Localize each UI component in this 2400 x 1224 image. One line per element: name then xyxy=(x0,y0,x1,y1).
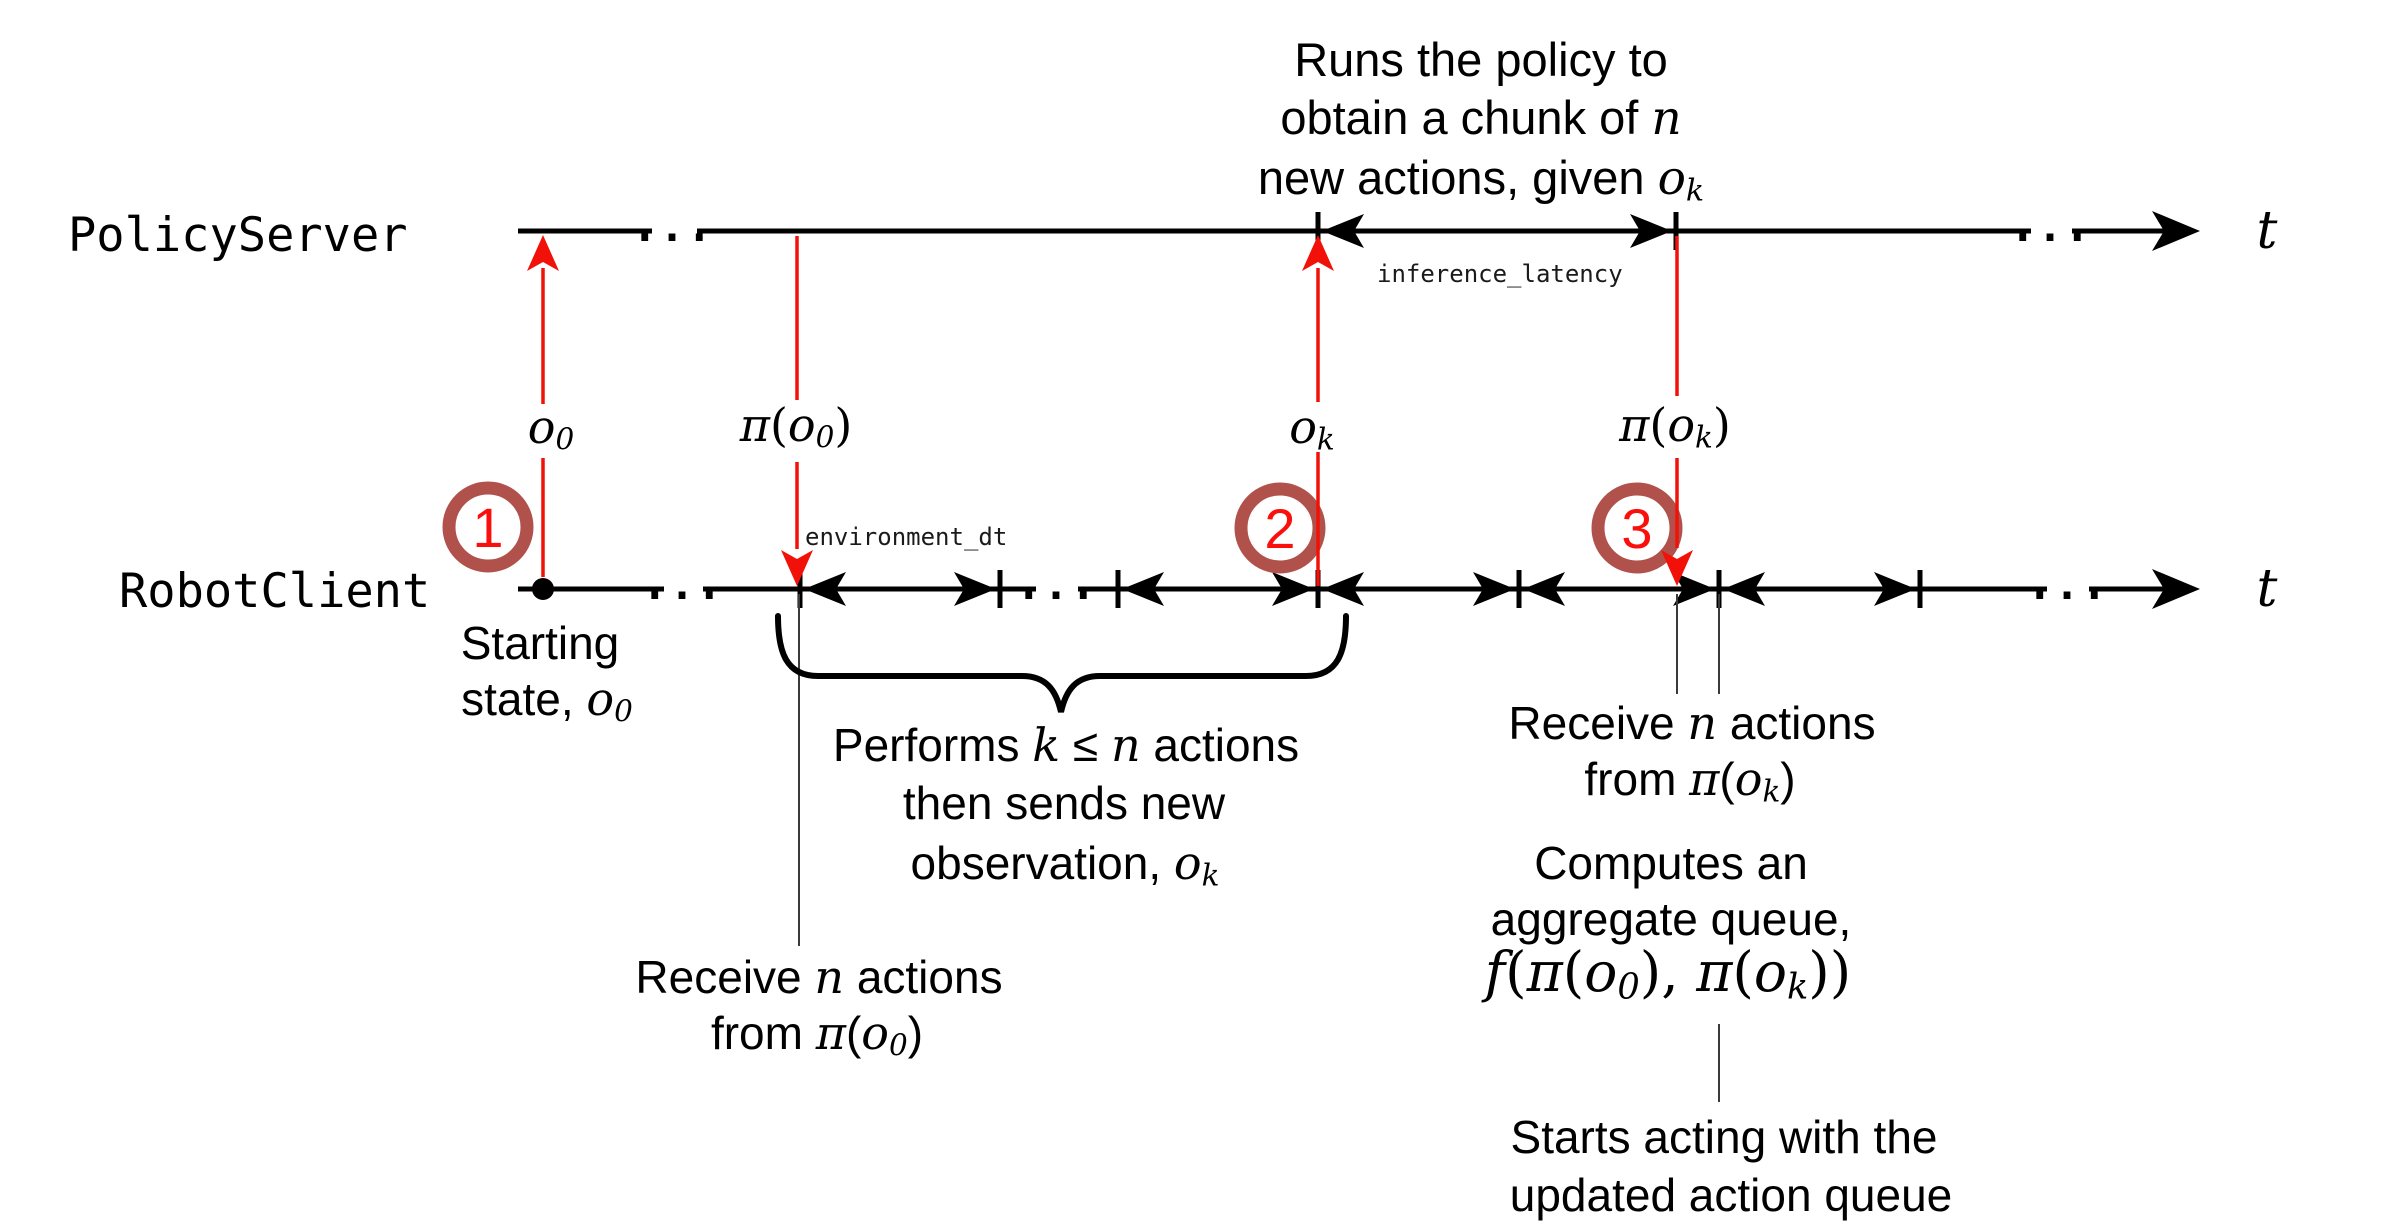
aggregate-formula: f(π(o0), π(ok)) xyxy=(1484,940,1852,1008)
actions-brace xyxy=(775,613,1349,713)
ellipsis-server-right: ... xyxy=(2010,202,2092,251)
starting-state-note-line-1: Starting xyxy=(460,617,620,669)
dt-arrowhead-icon xyxy=(1122,572,1164,606)
starting-state-note-line-2: state, o0 xyxy=(461,672,633,729)
caption-connectors xyxy=(798,594,1720,1102)
dt-arrowhead-icon xyxy=(1473,572,1515,606)
performs-note-line-3: observation, ok xyxy=(910,836,1220,893)
receive-o0-note-line-1: Receive n actions xyxy=(635,950,1003,1004)
performs-note-line-1: Performs k ≤ n actions xyxy=(832,718,1300,772)
ellipsis-client-mid: ... xyxy=(1016,560,1098,609)
server-note-line-3: new actions, given ok xyxy=(1257,151,1705,209)
policy-server-label: PolicyServer xyxy=(68,208,408,263)
inference-latency-label: inference_latency xyxy=(1377,260,1623,288)
ellipsis-client-left: ... xyxy=(642,560,724,609)
start-state-dot xyxy=(532,578,554,600)
client-axis-arrowhead-icon xyxy=(2152,569,2200,609)
dt-arrowhead-icon xyxy=(1874,572,1916,606)
time-axis-label-client: t xyxy=(2256,559,2278,619)
dt-arrowhead-icon xyxy=(1272,572,1314,606)
message-arrows xyxy=(541,236,1679,586)
dt-arrowhead-icon xyxy=(804,572,846,606)
receive-ok-note-line-2: from π(ok) xyxy=(1584,752,1796,809)
action-chunk-pi-o0-label: π(o0) xyxy=(739,398,853,455)
receive-o0-note-line-2: from π(o0) xyxy=(710,1006,924,1063)
server-axis-arrowhead-icon xyxy=(2152,211,2200,251)
inference-span-left-arrowhead-icon xyxy=(1322,214,1364,248)
robot-client-timeline xyxy=(518,569,2200,609)
ellipsis-server-left: ... xyxy=(632,202,714,251)
robot-client-label: RobotClient xyxy=(119,564,431,619)
pi-o0-down-arrowhead-icon xyxy=(781,550,813,586)
dt-arrowhead-icon xyxy=(1673,572,1715,606)
policy-server-timeline xyxy=(518,211,2200,251)
dt-arrowhead-icon xyxy=(1523,572,1565,606)
server-note-line-2: obtain a chunk of n xyxy=(1280,91,1682,146)
time-axis-label-server: t xyxy=(2256,201,2278,261)
inference-span-right-arrowhead-icon xyxy=(1630,214,1672,248)
performs-note-line-2: then sends new xyxy=(902,777,1226,829)
computes-note-line-2: aggregate queue, xyxy=(1490,893,1852,945)
dt-arrowhead-icon xyxy=(954,572,996,606)
step-3-number: 3 xyxy=(1621,497,1653,560)
ok-up-arrowhead-icon xyxy=(1302,235,1334,271)
step-1-ring-icon xyxy=(442,481,534,573)
pi-ok-down-arrowhead-icon xyxy=(1661,550,1693,586)
observation-o0-label: o0 xyxy=(527,400,575,457)
computes-note-line-1: Computes an xyxy=(1534,837,1808,889)
ellipsis-client-right: ... xyxy=(2027,560,2109,609)
observation-ok-label: ok xyxy=(1289,400,1335,457)
o0-up-arrowhead-icon xyxy=(527,235,559,271)
dt-arrowhead-icon xyxy=(1322,572,1364,606)
action-chunk-pi-ok-label: π(ok) xyxy=(1619,398,1731,455)
dt-arrowhead-icon xyxy=(1723,572,1765,606)
environment-dt-label: environment_dt xyxy=(805,523,1008,551)
receive-ok-note-line-1: Receive n actions xyxy=(1508,696,1876,750)
starts-acting-note-line-2: updated action queue xyxy=(1509,1169,1953,1221)
server-note-line-1: Runs the policy to xyxy=(1294,33,1668,86)
step-2-number: 2 xyxy=(1264,497,1296,560)
step-1-number: 1 xyxy=(472,496,504,559)
starts-acting-note-line-1: Starts acting with the xyxy=(1510,1111,1938,1163)
